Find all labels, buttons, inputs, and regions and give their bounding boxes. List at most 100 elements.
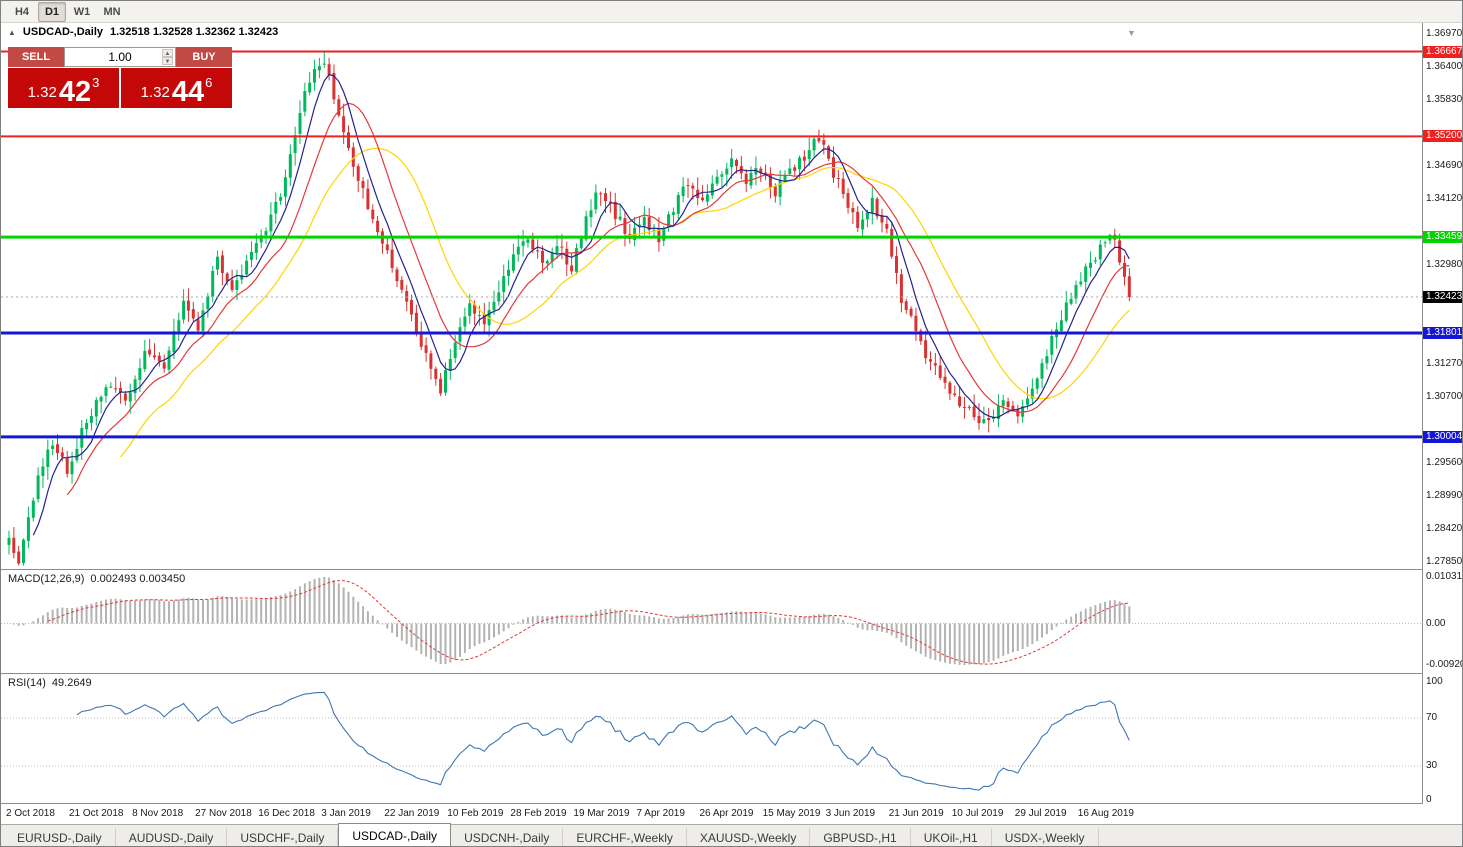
symbol-tab-xauusd[interactable]: XAUUSD-,Weekly	[687, 828, 811, 846]
macd-axis-label: -0.009203	[1426, 659, 1462, 670]
buy-price-button[interactable]: 1.32 44 6	[121, 68, 232, 108]
ma-fast-line	[32, 73, 1130, 536]
price-axis-tick: 1.29560	[1426, 456, 1463, 468]
date-axis-label: 10 Jul 2019	[951, 808, 1004, 819]
symbol-tab-eurchf[interactable]: EURCHF-,Weekly	[563, 828, 687, 846]
macd-axis-label: 0.00	[1426, 617, 1446, 629]
sell-price-pips: 42	[58, 76, 92, 109]
price-axis-tick: 1.31270	[1426, 357, 1463, 369]
date-axis-label: 19 Mar 2019	[573, 808, 630, 819]
date-axis-label: 3 Jan 2019	[321, 808, 371, 819]
date-axis[interactable]: 2 Oct 2018 21 Oct 2018 8 Nov 2018 27 Nov 20…	[1, 804, 1462, 824]
rsi-value: 49.2649	[51, 677, 92, 689]
macd-histogram	[12, 577, 1131, 665]
date-axis-label: 3 Jun 2019	[825, 808, 876, 819]
current-price-label: 1.32423	[1423, 291, 1462, 303]
timeframe-toolbar: H4 D1 W1 MN	[1, 1, 1462, 23]
sell-price-base: 1.32	[27, 84, 57, 101]
chart-tabs-bar: EURUSD-,Daily AUDUSD-,Daily USDCHF-,Daily U…	[1, 823, 1462, 846]
rsi-line	[76, 691, 1130, 791]
main-chart-canvas[interactable]: ▼	[1, 23, 1422, 569]
rsi-name: RSI(14)	[8, 677, 46, 689]
volume-input[interactable]	[85, 50, 155, 64]
rsi-pane-canvas[interactable]	[1, 674, 1422, 803]
symbol-tab-usdcnh[interactable]: USDCNH-,Daily	[451, 828, 564, 846]
price-axis-tick: 1.28990	[1426, 489, 1463, 501]
symbol-tab-usdx[interactable]: USDX-,Weekly	[992, 828, 1099, 846]
macd-axis-label: 0.010311	[1426, 571, 1463, 582]
level-price-label: 1.33459	[1423, 231, 1462, 244]
symbol-tab-ukoil[interactable]: UKOil-,H1	[911, 828, 992, 846]
sell-button[interactable]: SELL	[8, 47, 64, 67]
date-axis-label: 21 Jun 2019	[888, 808, 944, 819]
macd-values: 0.002493 0.003450	[90, 573, 186, 585]
timeframe-button-mn[interactable]: MN	[103, 5, 121, 18]
timeframe-button-h4[interactable]: H4	[14, 5, 30, 18]
buy-button[interactable]: BUY	[176, 47, 232, 67]
chart-ohlc-values: 1.32518 1.32528 1.32362 1.32423	[110, 26, 279, 38]
buy-price-base: 1.32	[140, 84, 170, 101]
date-axis-label: 8 Nov 2018	[132, 808, 184, 819]
price-scale[interactable]: 1.36970 1.36400 1.35830 1.34690 1.34120 1.329…	[1422, 23, 1463, 805]
chart-symbol-label: USDCAD-,Daily	[22, 26, 103, 38]
rsi-axis-label: 0	[1426, 794, 1432, 805]
pane-separator-rsi[interactable]	[1, 673, 1462, 674]
price-axis-tick: 1.30700	[1426, 390, 1463, 402]
ma-slow-line	[120, 147, 1130, 458]
level-price-label: 1.31801	[1423, 327, 1462, 339]
symbol-tab-eurusd[interactable]: EURUSD-,Daily	[4, 828, 116, 846]
timeframe-button-d1[interactable]: D1	[38, 1, 66, 22]
price-axis-tick: 1.36400	[1426, 61, 1463, 72]
level-price-label: 1.36667	[1423, 45, 1462, 58]
date-axis-label: 26 Apr 2019	[699, 808, 754, 819]
pane-separator-macd[interactable]	[1, 569, 1462, 570]
macd-label: MACD(12,26,9) 0.002493 0.003450	[8, 573, 185, 585]
sell-price-point: 3	[92, 75, 100, 90]
macd-signal-line	[47, 580, 1130, 665]
timeframe-button-w1[interactable]: W1	[73, 5, 91, 18]
one-click-collapse-icon[interactable]: ▲	[8, 27, 16, 37]
rsi-axis-label: 100	[1426, 676, 1443, 687]
symbol-tab-usdchf[interactable]: USDCHF-,Daily	[227, 828, 339, 846]
volume-field: ▲ ▼	[64, 47, 176, 67]
price-axis-tick: 1.27850	[1426, 555, 1463, 567]
buy-price-point: 6	[205, 75, 213, 90]
date-axis-label: 10 Feb 2019	[447, 808, 504, 819]
date-axis-label: 28 Feb 2019	[510, 808, 567, 819]
rsi-axis-label: 30	[1426, 760, 1438, 771]
volume-up-button[interactable]: ▲	[162, 49, 173, 57]
chart-title: ▲ USDCAD-,Daily 1.32518 1.32528 1.32362 …	[8, 26, 278, 38]
date-axis-label: 15 May 2019	[762, 808, 821, 819]
date-axis-label: 16 Aug 2019	[1077, 808, 1134, 819]
ma-medium-line	[66, 102, 1130, 496]
rsi-axis-label: 70	[1426, 712, 1438, 723]
level-price-label: 1.35200	[1423, 130, 1462, 143]
macd-pane-canvas[interactable]	[1, 570, 1422, 673]
pane-separator-bottom	[1, 803, 1462, 804]
chart-shift-marker-icon: ▼	[1127, 28, 1136, 38]
symbol-tab-usdcad[interactable]: USDCAD-,Daily	[338, 823, 452, 846]
date-axis-label: 16 Dec 2018	[258, 808, 315, 819]
date-axis-label: 21 Oct 2018	[69, 808, 124, 819]
price-axis-tick: 1.34120	[1426, 192, 1463, 204]
buy-price-pips: 44	[171, 76, 205, 109]
date-axis-label: 27 Nov 2018	[195, 808, 252, 819]
date-axis-label: 7 Apr 2019	[636, 808, 685, 819]
price-axis-tick: 1.36970	[1426, 28, 1463, 39]
sell-price-button[interactable]: 1.32 42 3	[8, 68, 119, 108]
volume-down-button[interactable]: ▼	[162, 57, 173, 65]
symbol-tab-audusd[interactable]: AUDUSD-,Daily	[116, 828, 228, 846]
macd-name: MACD(12,26,9)	[8, 573, 85, 585]
level-price-label: 1.30004	[1423, 430, 1462, 443]
date-axis-label: 2 Oct 2018	[6, 808, 55, 819]
price-axis-tick: 1.28420	[1426, 522, 1463, 534]
candles	[7, 52, 1131, 566]
date-axis-label: 22 Jan 2019	[384, 808, 440, 819]
price-axis-tick: 1.32980	[1426, 258, 1463, 270]
price-axis-tick: 1.34690	[1426, 159, 1463, 171]
rsi-label: RSI(14) 49.2649	[8, 677, 92, 689]
symbol-tab-gbpusd[interactable]: GBPUSD-,H1	[810, 828, 911, 846]
price-axis-tick: 1.35830	[1426, 93, 1463, 105]
